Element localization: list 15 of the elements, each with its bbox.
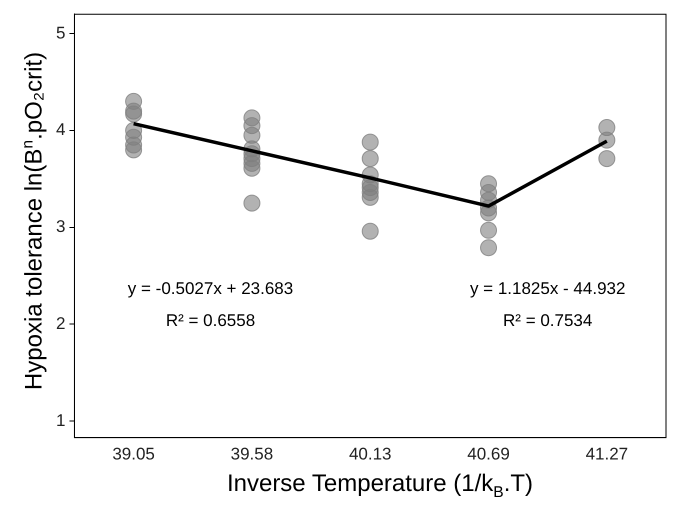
y-tick-label: 4	[56, 120, 66, 140]
x-tick-label: 40.69	[467, 444, 510, 464]
y-tick-label: 3	[56, 217, 66, 236]
x-tick-label: 40.13	[348, 444, 392, 464]
x-tick-label: 41.27	[586, 444, 628, 464]
annotation: R² = 0.7534	[503, 310, 592, 330]
annotation: R² = 0.6558	[166, 310, 256, 330]
y-tick-label: 2	[56, 314, 66, 333]
annotation: y = -0.5027x + 23.683	[128, 279, 294, 298]
y-tick-label: 1	[56, 410, 66, 430]
x-tick-label: 39.58	[230, 444, 274, 464]
y-tick-label: 5	[56, 23, 66, 42]
x-axis-title: Inverse Temperature (1/k$_{B}$.T)	[226, 470, 534, 502]
annotation: y = 1.1825x - 44.932	[470, 279, 626, 298]
x-tick-label: 39.05	[112, 444, 155, 464]
